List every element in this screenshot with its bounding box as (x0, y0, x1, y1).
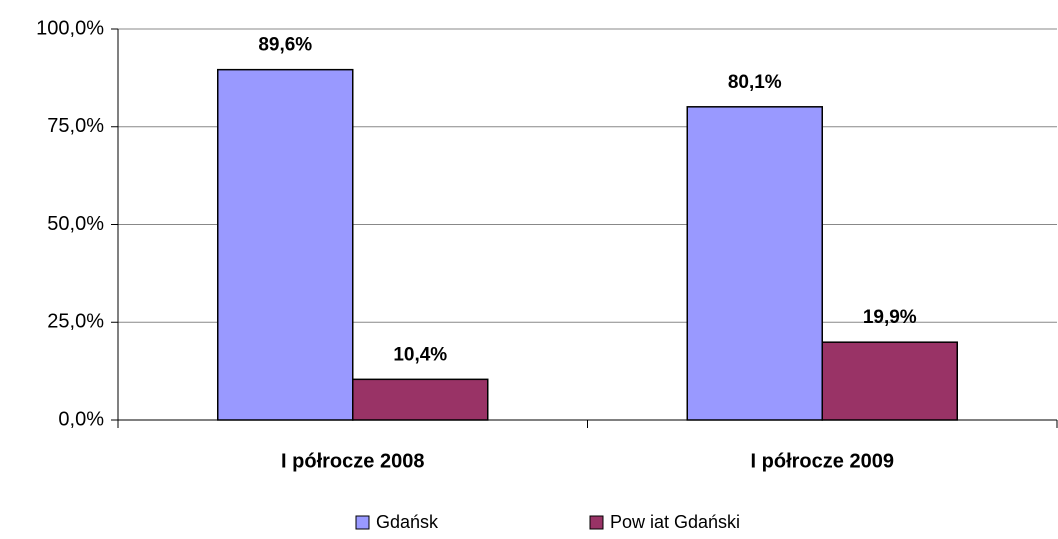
legend-label: Gdańsk (376, 512, 439, 532)
y-tick-label: 0,0% (58, 408, 104, 430)
bar (217, 68, 354, 421)
y-tick-label: 25,0% (47, 311, 104, 333)
value-label: 80,1% (728, 72, 782, 93)
value-label: 19,9% (863, 307, 917, 328)
value-label: 10,4% (393, 344, 447, 365)
bar (686, 106, 823, 421)
x-tick-label: I półrocze 2008 (281, 450, 424, 472)
legend-label: Pow iat Gdański (610, 512, 740, 532)
value-label: 89,6% (258, 35, 312, 56)
legend-swatch (589, 515, 604, 530)
y-tick-label: 100,0% (36, 17, 104, 39)
x-tick-label: I półrocze 2009 (751, 450, 894, 472)
bar (821, 341, 958, 421)
bar (352, 378, 489, 421)
legend-swatch (355, 515, 370, 530)
y-tick-label: 50,0% (47, 213, 104, 235)
y-tick-label: 75,0% (47, 115, 104, 137)
